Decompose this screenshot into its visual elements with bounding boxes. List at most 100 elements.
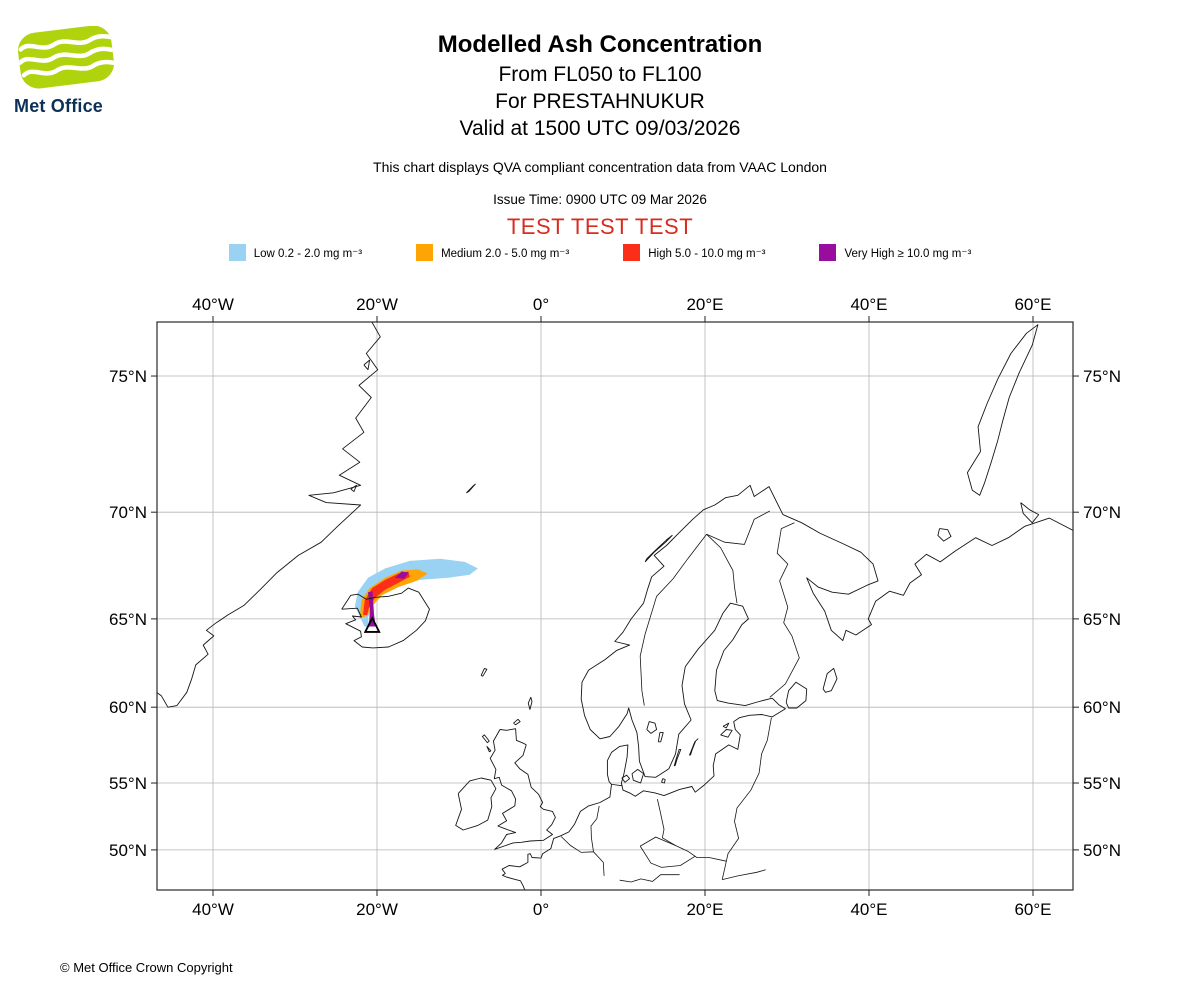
legend-label-medium: Medium 2.0 - 5.0 mg m⁻³ xyxy=(441,247,570,260)
lon-label-bottom: 0° xyxy=(533,900,549,919)
coastline xyxy=(480,667,488,677)
legend-swatch-very-high xyxy=(819,244,837,261)
coastline xyxy=(673,748,682,767)
coastline xyxy=(631,768,644,784)
lon-label-top: 40°E xyxy=(850,295,887,314)
volcano-name-line: For PRESTAHNUKUR xyxy=(495,90,705,113)
country-border xyxy=(639,845,696,868)
lat-label-right: 50°N xyxy=(1083,841,1121,860)
country-border xyxy=(590,805,605,876)
coastline xyxy=(720,729,733,738)
lon-label-bottom: 40°E xyxy=(850,900,887,919)
lon-label-top: 40°W xyxy=(192,295,234,314)
coastline xyxy=(661,778,666,784)
ash-plume-layer xyxy=(354,558,478,628)
legend-label-very-high: Very High ≥ 10.0 mg m⁻³ xyxy=(844,247,972,260)
map-frame xyxy=(156,321,1074,891)
legend-item-medium: Medium 2.0 - 5.0 mg m⁻³ xyxy=(416,244,569,261)
country-border xyxy=(619,874,680,883)
coastline xyxy=(455,777,497,831)
lat-label-left: 55°N xyxy=(109,774,147,793)
country-border xyxy=(721,717,772,880)
lat-label-right: 55°N xyxy=(1083,774,1121,793)
country-border xyxy=(706,534,738,604)
issue-time-line: Issue Time: 0900 UTC 09 Mar 2026 xyxy=(493,192,707,207)
coastline xyxy=(1020,502,1040,524)
legend: Low 0.2 - 2.0 mg m⁻³ Medium 2.0 - 5.0 mg… xyxy=(0,244,1200,261)
flight-level-line: From FL050 to FL100 xyxy=(498,63,702,86)
coastline xyxy=(466,483,476,494)
coastline xyxy=(157,322,381,708)
ash-plume-medium xyxy=(359,569,428,618)
lat-label-right: 70°N xyxy=(1083,503,1121,522)
axis-labels: 40°W 40°W 20°W 20°W 0° 0° 20°E 20°E 40°E 40°E 60°E… xyxy=(109,295,1121,919)
coastline xyxy=(489,728,556,850)
qva-note: This chart displays QVA compliant concen… xyxy=(373,159,827,175)
legend-item-very-high: Very High ≥ 10.0 mg m⁻³ xyxy=(819,244,971,261)
country-border xyxy=(769,522,800,698)
legend-swatch-medium xyxy=(416,244,434,261)
map-inner xyxy=(157,322,1073,890)
country-border xyxy=(722,869,766,880)
lat-label-left: 60°N xyxy=(109,698,147,717)
coastline xyxy=(501,484,1073,890)
lon-label-bottom: 20°E xyxy=(686,900,723,919)
met-office-logo: Met Office xyxy=(14,25,126,117)
coastline xyxy=(527,696,533,710)
legend-swatch-low xyxy=(228,244,246,261)
coastline xyxy=(481,734,490,744)
lon-label-top: 60°E xyxy=(1014,295,1051,314)
axis-ticks xyxy=(151,316,1079,896)
lat-label-left: 65°N xyxy=(109,610,147,629)
coastline xyxy=(646,721,658,734)
legend-label-low: Low 0.2 - 2.0 mg m⁻³ xyxy=(253,247,363,260)
coastline xyxy=(937,528,952,542)
coastline xyxy=(722,722,730,729)
legend-label-high: High 5.0 - 10.0 mg m⁻³ xyxy=(648,247,766,260)
lon-label-bottom: 60°E xyxy=(1014,900,1051,919)
coastline xyxy=(688,738,699,756)
copyright-notice: © Met Office Crown Copyright xyxy=(60,960,233,975)
border-layer xyxy=(560,510,800,883)
coastline xyxy=(341,587,430,649)
met-office-logo-mark xyxy=(17,25,117,89)
lat-label-left: 70°N xyxy=(109,503,147,522)
coastline xyxy=(644,534,673,563)
test-banner: TEST TEST TEST xyxy=(506,214,694,239)
coastline xyxy=(513,718,521,726)
lon-label-top: 0° xyxy=(533,295,549,314)
ash-plume-very-high xyxy=(395,571,409,579)
lat-label-right: 65°N xyxy=(1083,610,1121,629)
country-border xyxy=(639,534,707,706)
volcano-marker xyxy=(363,615,381,633)
coastline xyxy=(785,681,808,709)
legend-item-high: High 5.0 - 10.0 mg m⁻³ xyxy=(623,244,765,261)
coastline xyxy=(486,745,492,753)
coastline xyxy=(657,732,664,743)
legend-item-low: Low 0.2 - 2.0 mg m⁻³ xyxy=(228,244,363,261)
met-office-logo-text: Met Office xyxy=(14,96,104,116)
graticule-layer xyxy=(157,322,1073,890)
legend-swatch-high xyxy=(623,244,641,261)
lon-label-bottom: 20°W xyxy=(356,900,398,919)
lon-label-top: 20°W xyxy=(356,295,398,314)
coastline xyxy=(350,484,357,492)
country-border xyxy=(640,836,676,847)
coastline-layer xyxy=(157,322,1073,890)
lon-label-bottom: 40°W xyxy=(192,900,234,919)
lon-label-top: 20°E xyxy=(686,295,723,314)
coastline xyxy=(822,667,838,693)
country-border xyxy=(611,784,623,787)
coastline xyxy=(966,324,1039,496)
country-border xyxy=(657,799,727,862)
ash-plume-high xyxy=(363,571,410,615)
coastline xyxy=(363,359,371,371)
country-border xyxy=(560,836,594,853)
page-title: Modelled Ash Concentration xyxy=(437,31,763,58)
lat-label-left: 50°N xyxy=(109,841,147,860)
lat-label-right: 60°N xyxy=(1083,698,1121,717)
country-border xyxy=(706,510,770,545)
valid-time-line: Valid at 1500 UTC 09/03/2026 xyxy=(459,117,741,140)
